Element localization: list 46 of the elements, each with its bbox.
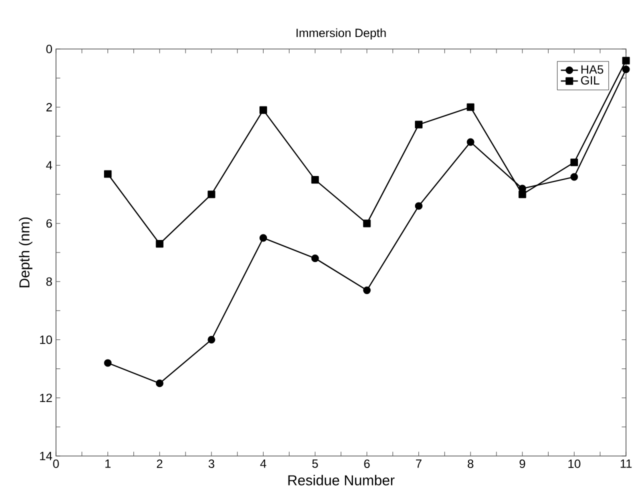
point [259,106,268,114]
point [311,254,319,262]
x-tick-label: 4 [260,460,266,468]
point [414,202,423,210]
y-tick-label: 6 [46,219,52,228]
legend-label: GIL [581,76,600,85]
x-tick-label: 1 [105,460,111,468]
x-tick-label: 0 [53,460,59,468]
point [311,176,319,184]
y-tick-label: 0 [46,44,52,54]
point [156,380,164,388]
point [622,66,630,74]
point [104,359,112,367]
chart-title: Immersion Depth [296,28,386,40]
point [104,170,112,178]
y-axis-title: Depth (nm) [18,218,32,288]
x-tick-label: 8 [468,460,474,468]
y-tick-label: 4 [46,161,52,170]
point [466,138,474,146]
x-tick-label: 6 [364,460,370,468]
x-tick-label: 7 [416,460,422,468]
x-axis-title: Residue Number [288,474,395,486]
x-tick-label: 9 [520,460,526,468]
y-tick-label: 2 [46,102,52,112]
point [570,158,578,166]
point [414,120,423,128]
point [156,240,164,248]
point [363,286,371,294]
point [208,190,216,198]
y-tick-label: 10 [40,335,52,344]
legend-label: HA5 [581,65,604,74]
y-tick-label: 12 [40,394,52,402]
point [259,234,268,242]
point [570,173,578,181]
y-tick-label: 8 [46,277,52,286]
point [363,220,371,228]
point [466,103,474,111]
x-tick-label: 11 [620,460,632,468]
x-tick-label: 3 [208,460,214,468]
point [208,336,216,344]
point [622,56,630,64]
x-tick-label: 2 [156,460,162,468]
y-tick-label: 14 [40,452,52,460]
x-tick-label: 10 [568,460,580,468]
point [518,190,526,198]
x-tick-label: 5 [312,460,318,468]
